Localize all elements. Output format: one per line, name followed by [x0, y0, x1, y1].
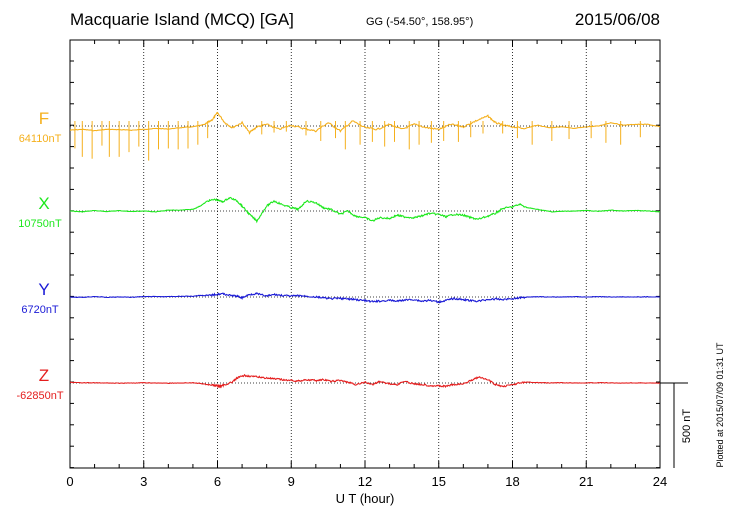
x-tick-label-3: 3 — [140, 474, 147, 489]
series-layer — [69, 111, 661, 389]
station-coords: GG (-54.50°, 158.95°) — [366, 16, 473, 28]
series-F-name: F — [39, 109, 49, 128]
series-X-baseline: 10750nT — [18, 218, 62, 230]
station-title: Macquarie Island (MCQ) [GA] — [70, 10, 294, 29]
chart-date: 2015/06/08 — [575, 10, 660, 29]
series-Z-name: Z — [39, 366, 49, 385]
plotted-timestamp: Plotted at 2015/07/09 01:31 UT — [715, 342, 725, 468]
baseline-grid — [70, 125, 660, 384]
x-tick-label-9: 9 — [288, 474, 295, 489]
series-Y-name: Y — [38, 280, 49, 299]
scale-bar-label: 500 nT — [681, 409, 693, 444]
series-labels: F 64110nT X 10750nT Y 6720nT Z -62850nT — [16, 109, 63, 402]
x-tick-label-21: 21 — [579, 474, 593, 489]
series-F-baseline: 64110nT — [19, 133, 62, 145]
x-tick-label-24: 24 — [653, 474, 667, 489]
series-Y-line — [69, 292, 660, 304]
x-tick-label-18: 18 — [505, 474, 519, 489]
x-tick-label-15: 15 — [432, 474, 446, 489]
series-Z-baseline: -62850nT — [16, 390, 63, 402]
x-tick-label-0: 0 — [66, 474, 73, 489]
vertical-grid — [143, 40, 587, 468]
series-Z-line — [70, 373, 661, 389]
series-F-line — [69, 111, 661, 135]
x-tick-label-12: 12 — [358, 474, 372, 489]
series-X-line — [69, 196, 661, 224]
x-axis-label: U T (hour) — [336, 491, 395, 506]
x-axis-ticks: 0 3 6 9 12 15 18 21 24 — [66, 40, 667, 489]
x-tick-label-6: 6 — [214, 474, 221, 489]
series-X-name: X — [38, 194, 49, 213]
series-Y-baseline: 6720nT — [21, 304, 59, 316]
scale-bar: 500 nT — [660, 382, 693, 468]
